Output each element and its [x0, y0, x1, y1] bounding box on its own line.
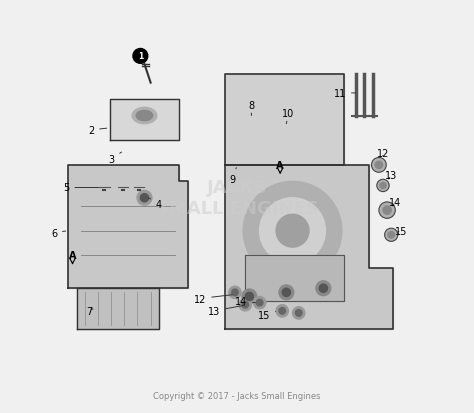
Circle shape [245, 293, 254, 301]
Text: 4: 4 [148, 198, 162, 209]
Polygon shape [109, 100, 180, 141]
Circle shape [254, 297, 266, 309]
Text: 12: 12 [377, 148, 389, 158]
Circle shape [133, 50, 148, 64]
Circle shape [316, 281, 331, 296]
Text: 3: 3 [109, 153, 122, 164]
Text: A: A [69, 251, 76, 261]
Ellipse shape [132, 108, 157, 124]
Ellipse shape [136, 111, 153, 121]
Text: 14: 14 [389, 197, 401, 207]
Polygon shape [225, 166, 393, 330]
Circle shape [292, 307, 305, 319]
Circle shape [260, 198, 326, 264]
Circle shape [229, 287, 241, 299]
Circle shape [384, 229, 398, 242]
Text: 6: 6 [51, 228, 66, 238]
Circle shape [243, 182, 342, 280]
Text: 2: 2 [88, 126, 107, 135]
Polygon shape [225, 75, 344, 166]
Text: 13: 13 [385, 171, 397, 181]
Text: 15: 15 [257, 310, 275, 320]
Text: JACKS
SMALL ENGINES: JACKS SMALL ENGINES [155, 179, 319, 218]
Circle shape [377, 180, 389, 192]
Circle shape [372, 158, 386, 173]
Circle shape [276, 305, 288, 317]
Circle shape [232, 290, 238, 296]
Circle shape [295, 310, 302, 316]
Text: 11: 11 [334, 89, 356, 99]
Text: 1: 1 [138, 52, 143, 61]
Circle shape [137, 191, 152, 206]
Text: 12: 12 [194, 294, 232, 304]
Text: 10: 10 [283, 109, 294, 124]
Polygon shape [245, 256, 344, 301]
Circle shape [379, 202, 395, 219]
Text: 7: 7 [86, 306, 93, 316]
Text: 15: 15 [395, 226, 408, 236]
Text: A: A [276, 161, 284, 171]
Circle shape [319, 285, 328, 293]
Text: 5: 5 [63, 183, 99, 193]
Circle shape [256, 299, 263, 306]
Circle shape [242, 290, 257, 304]
Text: Copyright © 2017 - Jacks Small Engines: Copyright © 2017 - Jacks Small Engines [153, 391, 321, 400]
Circle shape [380, 183, 386, 189]
Circle shape [279, 308, 285, 314]
Circle shape [375, 162, 383, 169]
Text: 14: 14 [235, 297, 255, 307]
Circle shape [242, 301, 248, 308]
Text: 9: 9 [230, 168, 236, 185]
Circle shape [276, 215, 309, 247]
Polygon shape [68, 166, 188, 289]
Polygon shape [77, 289, 159, 330]
Text: 8: 8 [248, 101, 255, 116]
Circle shape [279, 285, 294, 300]
Text: 13: 13 [208, 306, 245, 316]
Circle shape [140, 194, 148, 202]
Circle shape [239, 299, 251, 311]
Circle shape [388, 232, 394, 238]
Circle shape [383, 206, 391, 215]
Circle shape [282, 289, 291, 297]
